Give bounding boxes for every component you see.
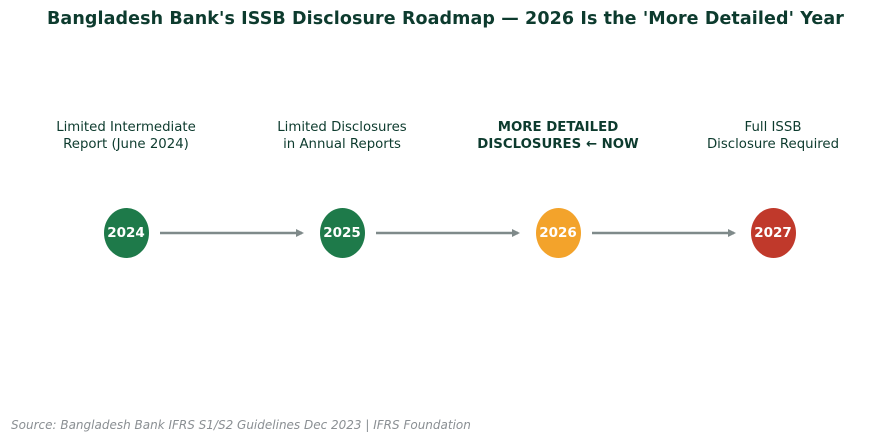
milestone-label-2024: Limited Intermediate Report (June 2024) (56, 120, 196, 152)
milestone-label-2027: Full ISSB Disclosure Required (706, 120, 840, 152)
milestone-node-2027: 2027 (750, 208, 796, 258)
milestone-node-2025: 2025 (319, 208, 365, 258)
milestone-label-2025: Limited Disclosures in Annual Reports (277, 120, 407, 152)
milestone-node-2024: 2024 (103, 208, 149, 258)
source-note: Source: Bangladesh Bank IFRS S1/S2 Guide… (11, 418, 471, 432)
milestone-label-2026: MORE DETAILED DISCLOSURES ← NOW (477, 120, 639, 152)
milestone-node-2026: 2026 (535, 208, 581, 258)
diagram-title: Bangladesh Bank's ISSB Disclosure Roadma… (46, 9, 845, 29)
